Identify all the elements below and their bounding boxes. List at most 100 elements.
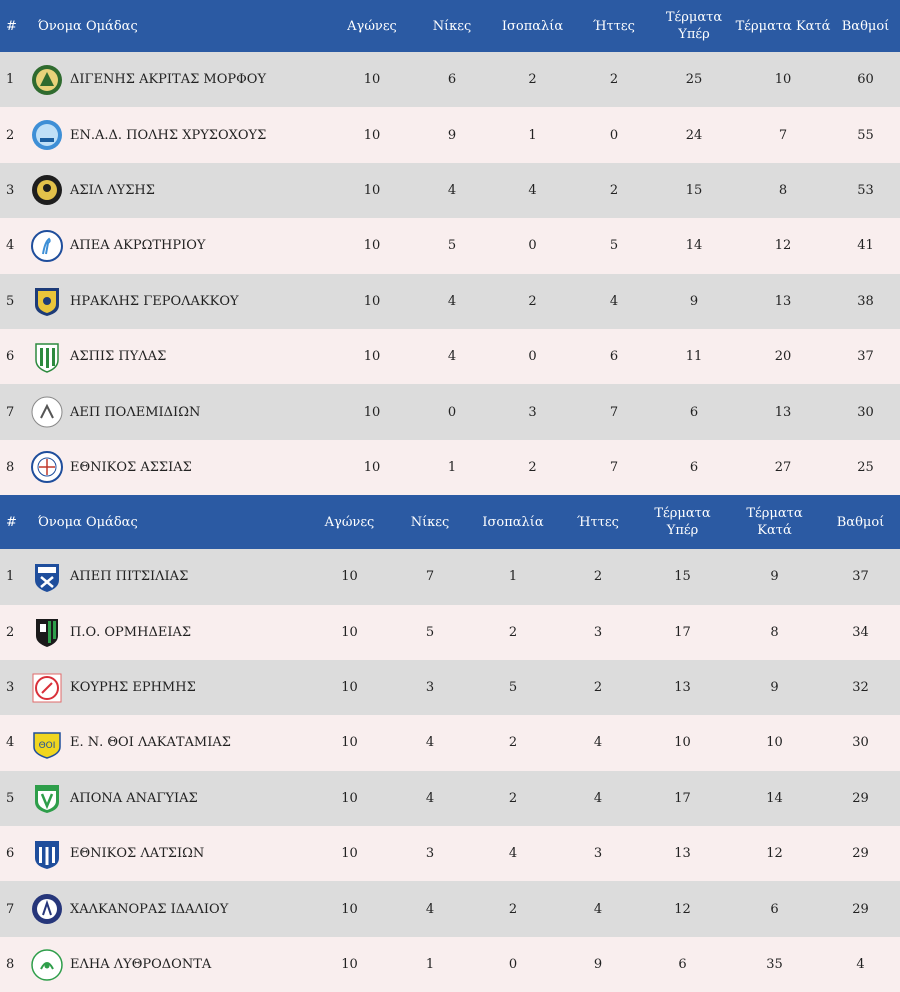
header-losses[interactable]: Ήττες [575, 0, 653, 52]
team-name[interactable]: ΑΠΕΑ ΑΚΡΩΤΗΡΙΟΥ [70, 238, 206, 254]
cell-team[interactable]: ΚΟΥΡΗΣ ΕΡΗΜΗΣ [30, 660, 306, 715]
header-goals-against[interactable]: Τέρματα Κατά [735, 0, 831, 52]
team-link[interactable]: ΑΠΕΠ ΠΙΤΣΙΛΙΑΣ [30, 549, 306, 604]
header-goals-for[interactable]: Τέρματα Υπέρ [653, 0, 735, 52]
team-name[interactable]: Π.Ο. ΟΡΜΗΔΕΙΑΣ [70, 624, 192, 640]
team-link[interactable]: ΕΝ.Α.Δ. ΠΟΛΗΣ ΧΡΥΣΟΧΟΥΣ [30, 108, 330, 163]
table-row[interactable]: 5 ΑΠΟΝΑ ΑΝΑΓΥΙΑΣ 10 4 2 4 17 14 29 [0, 770, 900, 827]
header-played[interactable]: Αγώνες [306, 495, 393, 550]
cell-losses: 7 [609, 459, 619, 475]
header-goals-for[interactable]: Τέρματα Υπέρ [637, 495, 728, 550]
team-link[interactable]: ΕΘΝΙΚΟΣ ΑΣΣΙΑΣ [30, 440, 330, 495]
team-name[interactable]: ΗΡΑΚΛΗΣ ΓΕΡΟΛΑΚΚΟΥ [70, 293, 239, 309]
cell-losses: 4 [593, 735, 603, 751]
team-name[interactable]: ΑΣΙΛ ΛΥΣΗΣ [70, 182, 155, 198]
team-link[interactable]: ΕΛΗΑ ΛΥΘΡΟΔΟΝΤΑ [30, 937, 306, 992]
team-link[interactable]: ΧΑΛΚΑΝΟΡΑΣ ΙΔΑΛΙΟΥ [30, 882, 306, 937]
cell-goals-for: 12 [674, 901, 691, 917]
header-points[interactable]: Βαθμοί [821, 495, 900, 550]
cell-team[interactable]: ΕΝ.Α.Δ. ΠΟΛΗΣ ΧΡΥΣΟΧΟΥΣ [30, 107, 330, 162]
header-pos[interactable]: # [0, 0, 30, 52]
cell-losses: 3 [593, 624, 603, 640]
team-name[interactable]: ΕΝ.Α.Δ. ΠΟΛΗΣ ΧΡΥΣΟΧΟΥΣ [70, 127, 267, 143]
table-row[interactable]: 3 ΑΣΙΛ ΛΥΣΗΣ 10 4 4 2 15 8 53 [0, 162, 900, 219]
header-wins[interactable]: Νίκες [414, 0, 490, 52]
team-name[interactable]: ΕΘΝΙΚΟΣ ΛΑΤΣΙΩΝ [70, 846, 205, 862]
header-team[interactable]: Όνομα Ομάδας [30, 495, 306, 550]
team-link[interactable]: ΕΘΝΙΚΟΣ ΛΑΤΣΙΩΝ [30, 826, 306, 881]
table-row[interactable]: 6 ΕΘΝΙΚΟΣ ΛΑΤΣΙΩΝ 10 3 4 3 13 12 29 [0, 826, 900, 882]
team-link[interactable]: Π.Ο. ΟΡΜΗΔΕΙΑΣ [30, 605, 306, 660]
cell-team[interactable]: ΧΑΛΚΑΝΟΡΑΣ ΙΔΑΛΙΟΥ [30, 881, 306, 936]
cell-played: 10 [363, 349, 381, 365]
table-row[interactable]: 4 ΑΠΕΑ ΑΚΡΩΤΗΡΙΟΥ 10 5 0 5 14 12 41 [0, 218, 900, 274]
table-row[interactable]: 8 ΕΘΝΙΚΟΣ ΑΣΣΙΑΣ 10 1 2 7 6 27 25 [0, 439, 900, 496]
cell-draws: 2 [508, 735, 518, 751]
team-name[interactable]: ΑΣΠΙΣ ΠΥΛΑΣ [70, 349, 167, 365]
header-points[interactable]: Βαθμοί [831, 0, 900, 52]
team-link[interactable]: ΑΣΠΙΣ ΠΥΛΑΣ [30, 329, 330, 384]
team-name[interactable]: ΑΕΠ ΠΟΛΕΜΙΔΙΩΝ [70, 404, 201, 420]
cell-points: 29 [852, 846, 869, 862]
cell-points: 37 [857, 349, 874, 365]
table-row[interactable]: 1 ΑΠΕΠ ΠΙΤΣΙΛΙΑΣ 10 7 1 2 15 9 37 [0, 549, 900, 605]
cell-team[interactable]: ΕΘΝΙΚΟΣ ΛΑΤΣΙΩΝ [30, 826, 306, 881]
header-pos[interactable]: # [0, 495, 30, 550]
cell-team[interactable]: ΕΛΗΑ ΛΥΘΡΟΔΟΝΤΑ [30, 937, 306, 992]
team-link[interactable]: ΑΕΠ ΠΟΛΕΜΙΔΙΩΝ [30, 385, 330, 440]
header-draws[interactable]: Ισοπαλία [490, 0, 575, 52]
table-row[interactable]: 5 ΗΡΑΚΛΗΣ ΓΕΡΟΛΑΚΚΟΥ 10 4 2 4 9 13 38 [0, 273, 900, 329]
header-draws[interactable]: Ισοπαλία [467, 495, 559, 550]
table-row[interactable]: 7 ΑΕΠ ΠΟΛΕΜΙΔΙΩΝ 10 0 3 7 6 13 30 [0, 384, 900, 440]
cell-goals-against: 20 [774, 349, 792, 365]
cell-team[interactable]: ΑΣΙΛ ΛΥΣΗΣ [30, 163, 330, 218]
table-row[interactable]: 7 ΧΑΛΚΑΝΟΡΑΣ ΙΔΑΛΙΟΥ 10 4 2 4 12 6 29 [0, 881, 900, 937]
cell-team[interactable]: ΘΟΙ Ε. Ν. ΘΟΙ ΛΑΚΑΤΑΜΙΑΣ [30, 715, 306, 770]
cell-played: 10 [363, 404, 381, 420]
cell-wins: 4 [447, 293, 457, 309]
team-link[interactable]: ΗΡΑΚΛΗΣ ΓΕΡΟΛΑΚΚΟΥ [30, 274, 330, 329]
team-link[interactable]: ΑΣΙΛ ΛΥΣΗΣ [30, 163, 330, 218]
cell-team[interactable]: ΑΠΕΠ ΠΙΤΣΙΛΙΑΣ [30, 549, 306, 604]
cell-wins: 4 [425, 790, 435, 806]
cell-team[interactable]: ΑΠΟΝΑ ΑΝΑΓΥΙΑΣ [30, 771, 306, 826]
cell-wins: 7 [425, 569, 435, 585]
cell-team[interactable]: ΗΡΑΚΛΗΣ ΓΕΡΟΛΑΚΚΟΥ [30, 274, 330, 329]
team-name[interactable]: ΧΑΛΚΑΝΟΡΑΣ ΙΔΑΛΙΟΥ [70, 901, 229, 917]
cell-team[interactable]: ΑΣΠΙΣ ΠΥΛΑΣ [30, 329, 330, 384]
team-link[interactable]: ΚΟΥΡΗΣ ΕΡΗΜΗΣ [30, 660, 306, 715]
table-row[interactable]: 6 ΑΣΠΙΣ ΠΥΛΑΣ 10 4 0 6 11 20 37 [0, 328, 900, 385]
table-row[interactable]: 8 ΕΛΗΑ ΛΥΘΡΟΔΟΝΤΑ 10 1 0 9 6 35 4 [0, 936, 900, 992]
cell-team[interactable]: ΔΙΓΕΝΗΣ ΑΚΡΙΤΑΣ ΜΟΡΦΟΥ [30, 52, 330, 107]
team-name[interactable]: ΚΟΥΡΗΣ ΕΡΗΜΗΣ [70, 680, 196, 696]
team-link[interactable]: ΔΙΓΕΝΗΣ ΑΚΡΙΤΑΣ ΜΟΡΦΟΥ [30, 52, 330, 107]
header-wins[interactable]: Νίκες [393, 495, 467, 550]
team-name[interactable]: ΕΛΗΑ ΛΥΘΡΟΔΟΝΤΑ [70, 957, 212, 973]
team-link[interactable]: ΘΟΙ Ε. Ν. ΘΟΙ ΛΑΚΑΤΑΜΙΑΣ [30, 715, 306, 770]
table-row[interactable]: 4 ΘΟΙ Ε. Ν. ΘΟΙ ΛΑΚΑΤΑΜΙΑΣ 10 4 2 4 10 10 30 [0, 715, 900, 771]
team-name[interactable]: ΑΠΟΝΑ ΑΝΑΓΥΙΑΣ [70, 790, 198, 806]
team-name[interactable]: ΑΠΕΠ ΠΙΤΣΙΛΙΑΣ [70, 569, 189, 585]
team-name[interactable]: Ε. Ν. ΘΟΙ ΛΑΚΑΤΑΜΙΑΣ [70, 735, 231, 751]
cell-team[interactable]: ΕΘΝΙΚΟΣ ΑΣΣΙΑΣ [30, 440, 330, 495]
team-name[interactable]: ΔΙΓΕΝΗΣ ΑΚΡΙΤΑΣ ΜΟΡΦΟΥ [70, 72, 267, 88]
table-row[interactable]: 2 ΕΝ.Α.Δ. ΠΟΛΗΣ ΧΡΥΣΟΧΟΥΣ 10 9 1 0 24 7 55 [0, 107, 900, 163]
team-link[interactable]: ΑΠΟΝΑ ΑΝΑΓΥΙΑΣ [30, 771, 306, 826]
team-name[interactable]: ΕΘΝΙΚΟΣ ΑΣΣΙΑΣ [70, 459, 192, 475]
header-goals-against[interactable]: Τέρματα Κατά [728, 495, 821, 550]
cell-goals-against: 8 [770, 624, 779, 640]
cell-played: 10 [363, 182, 381, 198]
cell-goals-for: 9 [689, 293, 699, 309]
header-team[interactable]: Όνομα Ομάδας [30, 0, 330, 52]
header-played[interactable]: Αγώνες [330, 0, 414, 52]
cell-team[interactable]: ΑΠΕΑ ΑΚΡΩΤΗΡΙΟΥ [30, 218, 330, 273]
cell-team[interactable]: Π.Ο. ΟΡΜΗΔΕΙΑΣ [30, 605, 306, 660]
cell-goals-for: 17 [674, 790, 691, 806]
table-row[interactable]: 3 ΚΟΥΡΗΣ ΕΡΗΜΗΣ 10 3 5 2 13 9 32 [0, 659, 900, 716]
table-row[interactable]: 2 Π.Ο. ΟΡΜΗΔΕΙΑΣ 10 5 2 3 17 8 34 [0, 604, 900, 660]
cell-team[interactable]: ΑΕΠ ΠΟΛΕΜΙΔΙΩΝ [30, 384, 330, 439]
team-link[interactable]: ΑΠΕΑ ΑΚΡΩΤΗΡΙΟΥ [30, 218, 330, 273]
table-row[interactable]: 1 ΔΙΓΕΝΗΣ ΑΚΡΙΤΑΣ ΜΟΡΦΟΥ 10 6 2 2 25 10 60 [0, 52, 900, 108]
header-losses[interactable]: Ήττες [559, 495, 637, 550]
cell-goals-against: 13 [774, 404, 792, 420]
